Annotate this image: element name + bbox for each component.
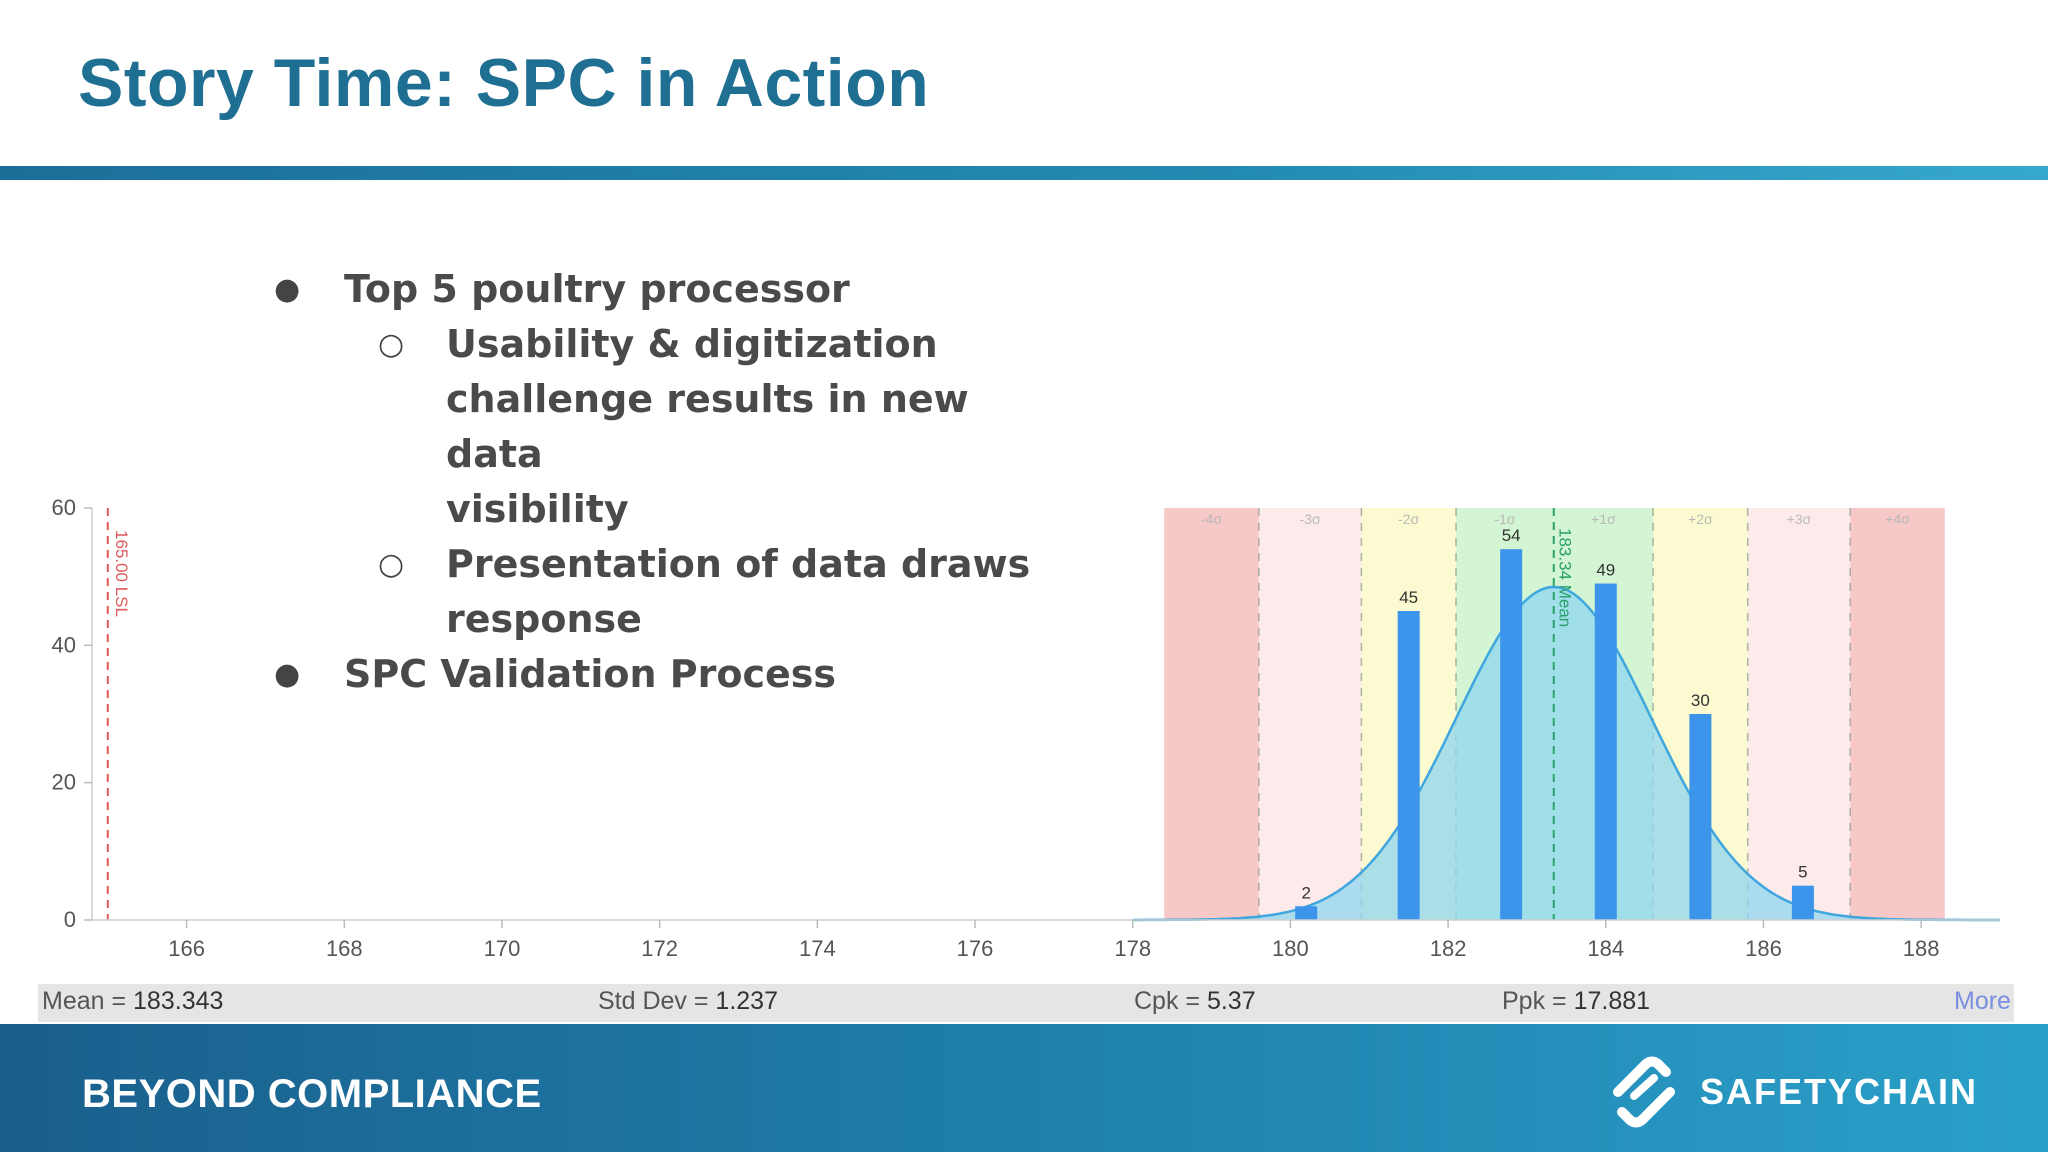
bar-value-label: 30 <box>1691 691 1710 710</box>
mean-stat: Mean = 183.343 <box>42 987 224 1015</box>
footer-banner: BEYOND COMPLIANCE SAFETYCHAIN <box>0 1024 2048 1152</box>
sigma-zone <box>1258 508 1362 920</box>
histogram-bar <box>1689 714 1712 920</box>
bullet-text: SPC Validation Process <box>344 652 837 696</box>
std-dev-stat: Std Dev = 1.237 <box>598 987 778 1015</box>
sub-bullet-circle-icon: ○ <box>378 327 405 362</box>
sub-bullet-line: response <box>446 597 642 641</box>
sub-bullet-line: Usability & digitization <box>446 322 938 366</box>
x-tick-label: 168 <box>326 936 363 961</box>
histogram-bar <box>1295 906 1318 920</box>
bar-value-label: 54 <box>1502 526 1521 545</box>
sigma-zone-label: -4σ <box>1201 511 1222 527</box>
sigma-zone-label: -2σ <box>1398 511 1419 527</box>
slide-title: Story Time: SPC in Action <box>78 45 930 121</box>
cpk-stat: Cpk = 5.37 <box>1134 987 1256 1015</box>
histogram-chart: -4σ -3σ -2σ -1σ +1σ +2σ +3σ +4σ 2 45 54 49 30 5 183.34… <box>52 495 2000 961</box>
bar-value-label: 5 <box>1798 863 1807 882</box>
x-tick-label: 178 <box>1114 936 1151 961</box>
x-tick-label: 184 <box>1587 936 1624 961</box>
bullet-item: ● Top 5 poultry processor <box>270 262 1070 317</box>
y-tick-label: 60 <box>52 495 76 520</box>
sub-bullet-item: ○ Presentation of data draws response <box>270 537 1070 647</box>
mean-line-label: 183.34 Mean <box>1556 528 1575 627</box>
x-tick-label: 176 <box>957 936 994 961</box>
bar-value-label: 2 <box>1301 883 1310 902</box>
sub-bullet-line: challenge results in new data <box>446 377 969 476</box>
histogram-bar <box>1791 885 1814 920</box>
bullet-list: ● Top 5 poultry processor ○ Usability & … <box>270 262 1070 702</box>
sigma-zone <box>1850 508 1945 920</box>
sigma-zone-label: +4σ <box>1885 511 1910 527</box>
sub-bullet-circle-icon: ○ <box>378 547 405 582</box>
footer-tagline: BEYOND COMPLIANCE <box>82 1072 542 1116</box>
lsl-line-label: 165.00 LSL <box>112 530 131 617</box>
sub-bullet-line: visibility <box>446 487 629 531</box>
safetychain-logo-icon <box>1613 1056 1675 1128</box>
y-tick-label: 40 <box>52 632 76 657</box>
sigma-zone-label: -3σ <box>1300 511 1321 527</box>
more-link[interactable]: More <box>1954 987 2011 1015</box>
x-tick-label: 174 <box>799 936 836 961</box>
stats-bar: Mean = 183.343 Std Dev = 1.237 Cpk = 5.3… <box>38 984 2014 1022</box>
x-tick-label: 166 <box>168 936 205 961</box>
title-divider <box>0 166 2048 180</box>
x-tick-label: 188 <box>1903 936 1940 961</box>
normal-curve-area <box>1132 587 2000 920</box>
sigma-zone <box>1164 508 1259 920</box>
bullet-dot-icon: ● <box>274 272 301 307</box>
bullet-dot-icon: ● <box>274 657 301 692</box>
bullet-item: ● SPC Validation Process <box>270 647 1070 702</box>
sigma-zone-label: +1σ <box>1591 511 1616 527</box>
bar-value-label: 45 <box>1399 588 1418 607</box>
logo-text: SAFETYCHAIN <box>1700 1071 1979 1112</box>
x-tick-label: 186 <box>1745 936 1782 961</box>
sigma-zone-label: +3σ <box>1787 511 1812 527</box>
ppk-stat: Ppk = 17.881 <box>1502 987 1651 1015</box>
x-tick-label: 180 <box>1272 936 1309 961</box>
normal-curve-line <box>1132 585 2000 922</box>
x-tick-label: 182 <box>1430 936 1467 961</box>
sub-bullet-item: ○ Usability & digitization challenge res… <box>270 317 1070 537</box>
x-tick-label: 170 <box>484 936 521 961</box>
x-tick-label: 172 <box>641 936 678 961</box>
bullet-text: Top 5 poultry processor <box>344 267 850 311</box>
sigma-zone-label: -1σ <box>1494 511 1515 527</box>
sub-bullet-line: Presentation of data draws <box>446 542 1031 586</box>
histogram-bar <box>1500 549 1523 920</box>
histogram-bar <box>1397 611 1420 920</box>
sigma-zone <box>1747 508 1851 920</box>
histogram-bar <box>1594 583 1617 920</box>
bar-value-label: 49 <box>1596 561 1615 580</box>
y-tick-label: 0 <box>64 907 76 932</box>
y-tick-label: 20 <box>52 770 76 795</box>
sigma-zone-label: +2σ <box>1688 511 1713 527</box>
